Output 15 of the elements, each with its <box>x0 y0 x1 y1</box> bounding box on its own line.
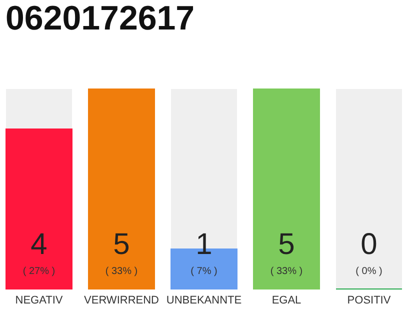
annotation: ( 33% ) <box>105 266 138 277</box>
x-tick-label: EGAL <box>272 294 302 306</box>
data-label: 5 <box>113 228 130 261</box>
x-tick-label: POSITIV <box>347 294 392 306</box>
x-tick-label: UNBEKANNTE <box>166 294 242 306</box>
annotation: ( 0% ) <box>356 266 382 277</box>
data-label: 0 <box>360 228 378 261</box>
annotation: ( 27% ) <box>22 266 56 277</box>
data-label: 5 <box>278 228 295 261</box>
annotation: ( 7% ) <box>190 266 218 277</box>
annotation: ( 33% ) <box>270 266 303 277</box>
data-label: 4 <box>30 228 48 261</box>
x-tick-label: VERWIRREND <box>84 294 160 306</box>
x-tick-label: NEGATIV <box>15 294 64 306</box>
chart-title: 0620172617 <box>6 0 195 38</box>
